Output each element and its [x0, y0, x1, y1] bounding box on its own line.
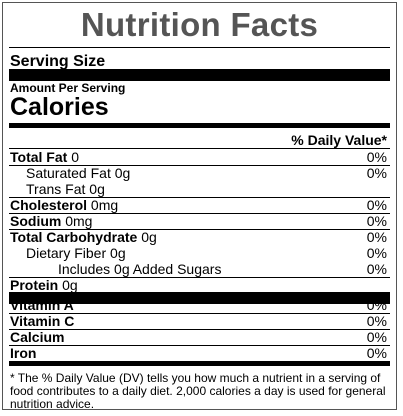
nutrient-name: Total Carbohydrate [10, 229, 138, 245]
nutrient-pct: 0% [366, 261, 387, 277]
row-divider [9, 229, 390, 230]
vitamin-name: Iron [10, 345, 37, 361]
nutrient-row-protein: Protein 0g [10, 277, 387, 293]
nutrient-row-total-carbohydrate: Total Carbohydrate 0g 0% [10, 229, 387, 245]
nutrient-name: Dietary Fiber [26, 245, 107, 261]
nutrient-pct: 0% [366, 197, 387, 213]
daily-value-header: % Daily Value* [291, 132, 387, 148]
amount-per-serving: Amount Per Serving [10, 81, 126, 95]
nutrient-name: Sodium [10, 213, 62, 229]
nutrient-pct: 0% [366, 213, 387, 229]
serving-size-label: Serving Size [10, 53, 106, 70]
vitamin-row-a: Vitamin A 0% [10, 297, 387, 313]
vitamin-name: Calcium [10, 329, 65, 345]
row-divider [9, 313, 390, 314]
nutrient-amount: 0g [110, 245, 126, 261]
vitamin-row-c: Vitamin C 0% [10, 313, 387, 329]
nutrient-name: Saturated Fat [26, 165, 111, 181]
nutrient-row-trans-fat: Trans Fat 0g [10, 181, 387, 197]
nutrient-amount: 0 [71, 149, 79, 165]
calories-label: Calories [10, 93, 109, 121]
vitamin-pct: 0% [366, 345, 387, 361]
vitamin-row-iron: Iron 0% [10, 345, 387, 361]
vitamin-pct: 0% [366, 329, 387, 345]
nutrient-amount: 0g [114, 165, 131, 181]
nutrient-name: Cholesterol [10, 197, 88, 213]
nutrient-row-saturated-fat: Saturated Fat 0g 0% [10, 165, 387, 181]
nutrient-pct: 0% [366, 229, 387, 245]
row-divider [9, 329, 390, 330]
nutrient-amount: 0g [89, 181, 105, 197]
vitamin-name: Vitamin A [10, 297, 74, 313]
nutrient-amount: 0g [62, 277, 78, 293]
row-divider [9, 345, 390, 346]
nutrient-amount: 0g [141, 229, 157, 245]
nutrient-row-total-fat: Total Fat 0 0% [10, 149, 387, 165]
nutrient-name: Protein [10, 277, 59, 293]
nutrient-amount: 0mg [65, 213, 93, 229]
label-title: Nutrition Facts [80, 6, 319, 43]
nutrient-name: Total Fat [10, 149, 68, 165]
nutrient-row-sodium: Sodium 0mg 0% [10, 213, 387, 229]
vitamin-pct: 0% [366, 297, 387, 313]
title-divider [9, 47, 390, 48]
nutrient-amount: 0mg [90, 197, 119, 213]
nutrient-name: Includes 0g Added Sugars [58, 261, 222, 277]
nutrition-facts-label: Nutrition Facts Serving Size Amount Per … [2, 2, 397, 411]
footnote-divider [9, 361, 390, 366]
vitamin-name: Vitamin C [10, 313, 75, 329]
nutrient-name: Trans Fat [26, 181, 86, 197]
nutrient-pct: 0% [366, 245, 387, 261]
nutrient-pct: 0% [366, 165, 387, 181]
row-divider [9, 213, 390, 214]
protein-divider [9, 292, 390, 304]
row-divider [9, 197, 390, 198]
row-divider [9, 165, 390, 166]
nutrient-row-added-sugars: Includes 0g Added Sugars 0% [10, 261, 387, 277]
calories-divider [9, 123, 390, 128]
row-divider [9, 277, 390, 278]
serving-divider [9, 69, 390, 81]
nutrient-pct: 0% [366, 149, 387, 165]
header-divider [9, 148, 390, 149]
nutrient-row-cholesterol: Cholesterol 0mg 0% [10, 197, 387, 213]
daily-value-footnote: * The % Daily Value (DV) tells you how m… [10, 371, 386, 411]
nutrient-row-dietary-fiber: Dietary Fiber 0g 0% [10, 245, 387, 261]
vitamin-row-calcium: Calcium 0% [10, 329, 387, 345]
vitamin-pct: 0% [366, 313, 387, 329]
